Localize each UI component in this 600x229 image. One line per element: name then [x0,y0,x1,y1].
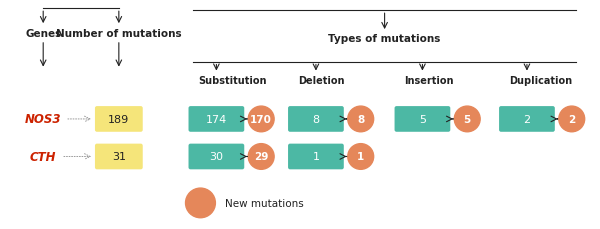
Text: 2: 2 [523,114,530,124]
Text: 189: 189 [108,114,130,124]
Circle shape [454,107,480,132]
FancyBboxPatch shape [188,107,244,132]
FancyBboxPatch shape [95,144,143,170]
Text: 1: 1 [357,152,364,162]
Text: 5: 5 [419,114,426,124]
Text: 30: 30 [209,152,223,162]
Text: 1: 1 [313,152,319,162]
FancyBboxPatch shape [188,144,244,170]
Text: 170: 170 [250,114,272,124]
FancyBboxPatch shape [288,107,344,132]
Circle shape [248,107,274,132]
Text: 8: 8 [313,114,319,124]
FancyBboxPatch shape [395,107,451,132]
Text: 2: 2 [568,114,575,124]
Text: 5: 5 [464,114,471,124]
Text: Types of mutations: Types of mutations [328,34,441,44]
Circle shape [185,188,215,218]
Text: Genes: Genes [25,29,61,39]
FancyBboxPatch shape [95,107,143,132]
FancyBboxPatch shape [499,107,555,132]
Circle shape [348,144,374,170]
Text: 31: 31 [112,152,126,162]
Text: Number of mutations: Number of mutations [56,29,182,39]
FancyBboxPatch shape [288,144,344,170]
Text: 29: 29 [254,152,268,162]
Text: 8: 8 [357,114,364,124]
Text: New mutations: New mutations [226,198,304,208]
Text: Duplication: Duplication [509,76,572,86]
Text: Substitution: Substitution [199,76,267,86]
Circle shape [248,144,274,170]
Circle shape [559,107,584,132]
Text: CTH: CTH [30,150,56,163]
Circle shape [348,107,374,132]
Text: NOS3: NOS3 [25,113,61,126]
Text: 174: 174 [206,114,227,124]
Text: Deletion: Deletion [298,76,344,86]
Text: Insertion: Insertion [404,76,454,86]
